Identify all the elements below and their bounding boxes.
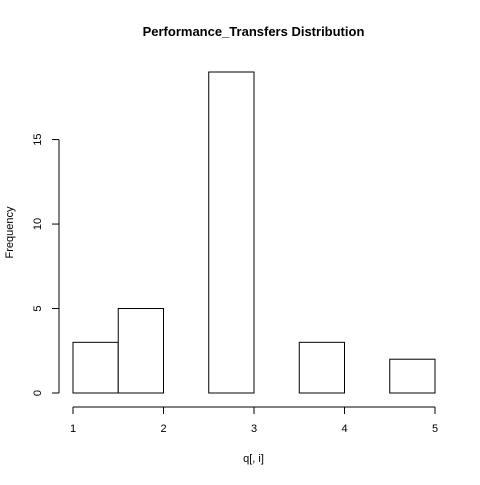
histogram-bar-1 — [117, 308, 164, 394]
x-tick-label-4: 5 — [432, 423, 438, 435]
y-axis-label: Frequency — [4, 206, 16, 258]
histogram-bar-5 — [298, 341, 345, 394]
histogram-bar-3 — [208, 71, 255, 394]
bars-group — [72, 71, 436, 394]
y-tick-label-0: 0 — [32, 390, 44, 396]
chart-title: Performance_Transfers Distribution — [143, 24, 365, 39]
x-axis: 1 2 3 4 5 — [70, 406, 438, 435]
x-tick-label-1: 2 — [160, 423, 166, 435]
y-tick-label-2: 10 — [32, 218, 44, 230]
x-axis-label: q[, i] — [243, 453, 264, 465]
histogram-bar-7 — [389, 358, 436, 394]
y-axis: 0 5 10 15 — [32, 133, 60, 396]
x-tick-label-0: 1 — [70, 423, 76, 435]
x-tick-label-3: 4 — [341, 423, 347, 435]
histogram-bar-0 — [72, 341, 119, 394]
y-tick-label-3: 15 — [32, 133, 44, 145]
y-tick-label-1: 5 — [32, 305, 44, 311]
x-tick-label-2: 3 — [251, 423, 257, 435]
